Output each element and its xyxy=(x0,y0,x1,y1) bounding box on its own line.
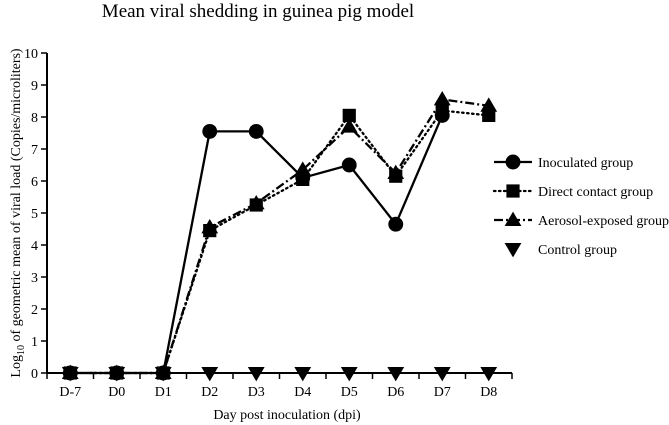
plot-area: 0 1 2 3 4 5 6 7 8 9 10 D-7 D0 D1 D2 D3 D4 D5 D6 D7 D8 xyxy=(24,47,513,400)
x-tick-label: D8 xyxy=(480,385,497,400)
legend-marker-direct-contact-group xyxy=(506,184,520,198)
y-tick-label: 3 xyxy=(31,271,38,286)
y-tick-label: 10 xyxy=(24,47,38,62)
y-axis-title: Log10 of geometric mean of viral load (C… xyxy=(9,48,27,378)
data-point-control-group xyxy=(340,367,358,382)
x-tick-label: D2 xyxy=(201,385,218,400)
x-tick-label: D0 xyxy=(108,385,125,400)
data-point-inoculated-group xyxy=(341,157,357,173)
legend-marker-control-group xyxy=(504,243,522,258)
series-line-inoculated-group xyxy=(70,114,444,375)
data-point-inoculated-group xyxy=(295,170,311,186)
series-line-direct-contact-group xyxy=(69,109,490,375)
data-point-inoculated-group xyxy=(62,365,78,381)
data-point-control-group xyxy=(433,367,451,382)
data-point-inoculated-group xyxy=(388,216,404,232)
y-axis-title-prefix: Log xyxy=(9,355,24,378)
data-point-control-group xyxy=(294,367,312,382)
series-line-aerosol-exposed-group xyxy=(70,98,489,375)
data-point-inoculated-group xyxy=(434,107,450,123)
y-tick-label: 9 xyxy=(31,79,38,94)
data-point-direct-contact-group xyxy=(203,224,217,238)
chart-title: Mean viral shedding in guinea pig model xyxy=(102,1,414,22)
data-point-control-group xyxy=(480,367,498,382)
data-point-direct-contact-group xyxy=(389,169,403,183)
y-axis-title-subscript: 10 xyxy=(16,345,27,355)
data-point-direct-contact-group xyxy=(482,108,496,122)
y-axis-title-suffix: of geometric mean of viral load (Copies/… xyxy=(9,48,24,345)
x-tick-label: D-7 xyxy=(59,385,81,400)
y-tick-label: 1 xyxy=(31,335,38,350)
data-point-control-group xyxy=(387,367,405,382)
x-tick-label: D6 xyxy=(387,385,404,400)
x-tick-label: D7 xyxy=(434,385,451,400)
data-point-inoculated-group xyxy=(109,365,125,381)
legend-label-control-group: Control group xyxy=(538,243,617,258)
data-point-aerosol-exposed-group xyxy=(340,118,358,133)
y-tick-label: 0 xyxy=(31,367,38,382)
data-point-aerosol-exposed-group xyxy=(480,97,498,112)
y-tick-label: 6 xyxy=(31,175,38,190)
data-point-aerosol-exposed-group xyxy=(433,91,451,106)
legend: Inoculated group Direct contact group Aero… xyxy=(492,154,669,258)
data-point-direct-contact-group xyxy=(249,198,263,212)
x-tick-label: D1 xyxy=(155,385,172,400)
data-point-direct-contact-group xyxy=(342,108,356,122)
data-point-control-group xyxy=(247,367,265,382)
y-tick-label: 2 xyxy=(31,303,38,318)
y-tick-label: 7 xyxy=(31,143,38,158)
data-point-control-group xyxy=(201,367,219,382)
legend-label-inoculated-group: Inoculated group xyxy=(538,156,633,171)
y-tick-label: 4 xyxy=(31,239,38,254)
y-tick-label: 5 xyxy=(31,207,38,222)
legend-marker-inoculated-group xyxy=(505,154,521,170)
legend-marker-aerosol-exposed-group xyxy=(504,211,522,226)
data-point-inoculated-group xyxy=(202,123,218,139)
legend-label-aerosol-exposed-group: Aerosol-exposed group xyxy=(538,214,669,229)
x-tick-label: D5 xyxy=(341,385,358,400)
data-point-inoculated-group xyxy=(155,365,171,381)
x-tick-label: D3 xyxy=(248,385,265,400)
y-tick-label: 8 xyxy=(31,111,38,126)
x-tick-label: D4 xyxy=(294,385,311,400)
legend-label-direct-contact-group: Direct contact group xyxy=(538,185,653,200)
x-axis-title: Day post inoculation (dpi) xyxy=(213,408,361,423)
data-point-inoculated-group xyxy=(248,123,264,139)
